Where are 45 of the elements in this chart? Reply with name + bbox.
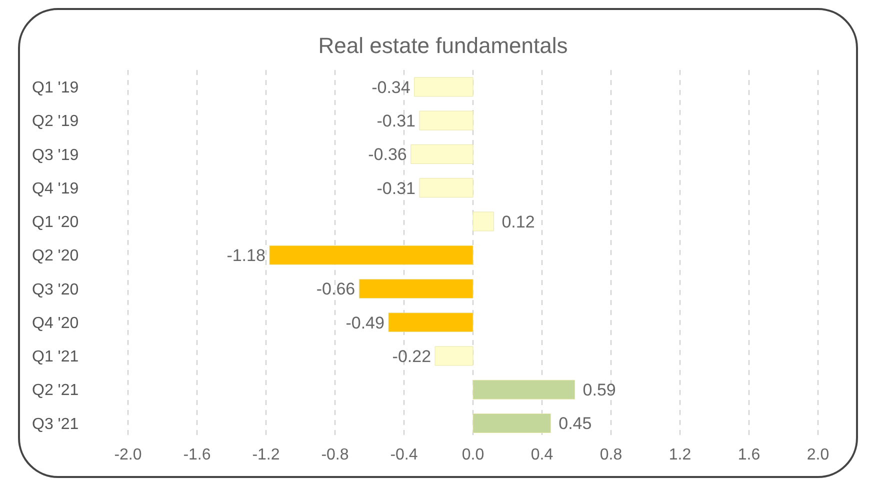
y-tick-label: Q4 '19 bbox=[32, 180, 79, 198]
x-tick-label: 2.0 bbox=[806, 446, 830, 464]
x-tick-label: -1.6 bbox=[183, 446, 211, 464]
y-tick-label: Q1 '20 bbox=[32, 214, 79, 232]
bar bbox=[269, 245, 474, 265]
bar bbox=[472, 212, 494, 232]
data-label: -0.34 bbox=[372, 78, 410, 97]
x-tick-label: -0.8 bbox=[321, 446, 349, 464]
bar bbox=[472, 414, 551, 434]
bar bbox=[414, 77, 474, 97]
y-tick-label: Q3 '21 bbox=[32, 416, 79, 433]
bar bbox=[358, 278, 474, 298]
y-tick-label: Q2 '20 bbox=[32, 248, 79, 265]
y-tick-label: Q2 '21 bbox=[32, 382, 79, 400]
y-tick-label: Q4 '20 bbox=[32, 314, 79, 332]
data-label: -0.22 bbox=[392, 346, 432, 366]
bar bbox=[434, 346, 474, 366]
data-label: 0.59 bbox=[582, 380, 616, 400]
data-label: -0.49 bbox=[346, 313, 384, 332]
y-tick-label: Q3 '20 bbox=[32, 281, 79, 298]
data-label: -1.18 bbox=[226, 246, 266, 266]
bar bbox=[419, 178, 474, 198]
x-tick-label: 0.8 bbox=[600, 446, 622, 464]
x-tick-label: -0.4 bbox=[390, 446, 418, 464]
data-label: -0.66 bbox=[316, 280, 356, 299]
y-tick-label: Q3 '19 bbox=[32, 146, 79, 164]
x-tick-label: -1.2 bbox=[252, 446, 280, 464]
bar bbox=[388, 312, 474, 332]
data-label: 0.12 bbox=[502, 212, 535, 232]
x-tick-label: 1.6 bbox=[738, 446, 760, 464]
x-tick-label: 0.0 bbox=[462, 446, 484, 464]
data-label: -0.31 bbox=[376, 111, 416, 130]
y-tick-label: Q2 '19 bbox=[32, 113, 79, 130]
x-tick-label: -2.0 bbox=[114, 446, 142, 464]
bar bbox=[419, 110, 474, 130]
bar bbox=[410, 144, 474, 164]
x-tick-label: 1.2 bbox=[668, 446, 692, 464]
x-tick-label: 0.4 bbox=[530, 446, 554, 464]
data-label: 0.45 bbox=[558, 414, 592, 434]
y-tick-label: Q1 '21 bbox=[32, 348, 79, 366]
data-label: -0.36 bbox=[368, 145, 407, 164]
bar bbox=[472, 380, 576, 400]
y-tick-label: Q1 '19 bbox=[32, 80, 79, 96]
data-label: -0.31 bbox=[376, 178, 416, 198]
chart-title: Real estate fundamentals bbox=[317, 33, 569, 59]
